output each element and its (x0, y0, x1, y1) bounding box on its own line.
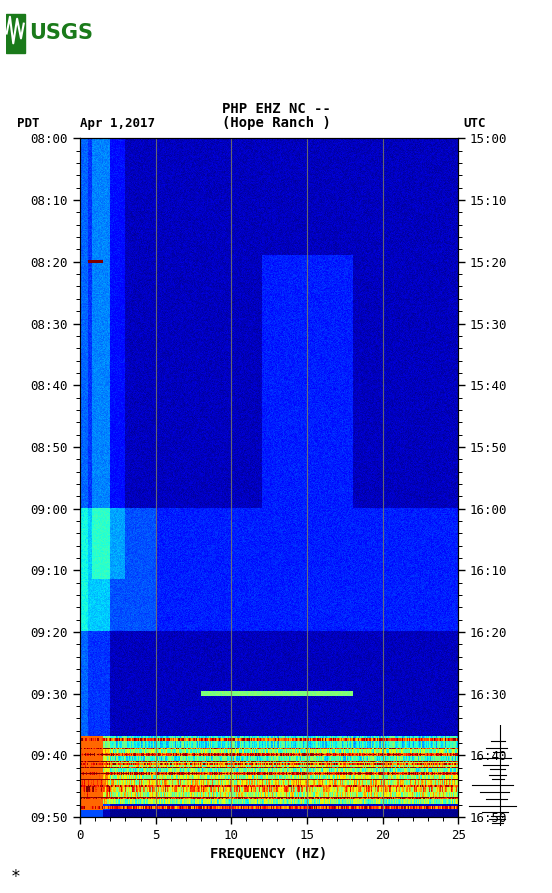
X-axis label: FREQUENCY (HZ): FREQUENCY (HZ) (210, 847, 328, 862)
Text: USGS: USGS (29, 23, 93, 44)
Text: PHP EHZ NC --: PHP EHZ NC -- (221, 102, 331, 116)
Text: UTC: UTC (464, 117, 486, 129)
Bar (6, 13, 25, 53)
Text: Apr 1,2017: Apr 1,2017 (80, 117, 155, 129)
Text: PDT: PDT (17, 117, 39, 129)
Text: *: * (11, 868, 21, 886)
Text: (Hope Ranch ): (Hope Ranch ) (221, 116, 331, 130)
